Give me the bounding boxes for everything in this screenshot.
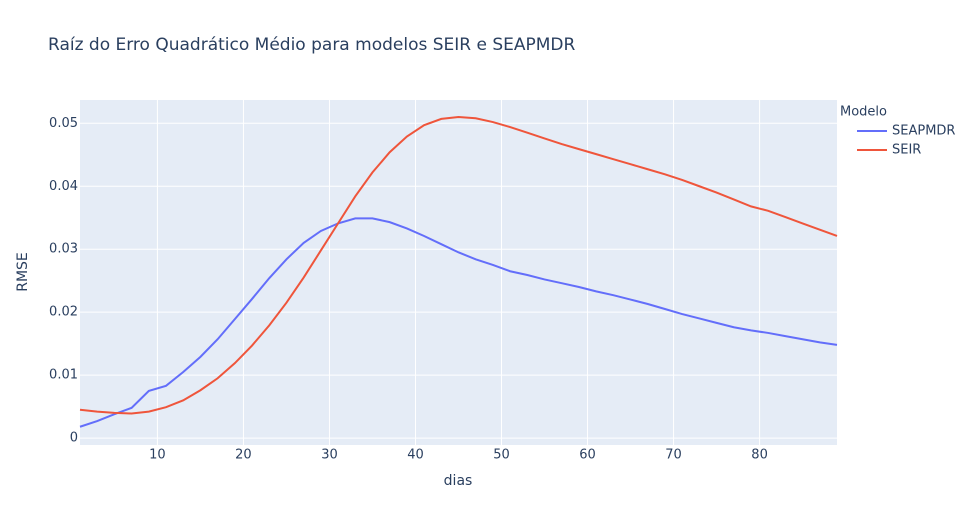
x-tick-label: 30 xyxy=(321,448,338,463)
series-line xyxy=(79,217,838,428)
x-axis-title: dias xyxy=(444,473,473,489)
chart-title: Raíz do Erro Quadrático Médio para model… xyxy=(48,35,576,55)
x-tick-label: 10 xyxy=(149,448,166,463)
series-line xyxy=(79,115,838,415)
legend-label[interactable]: SEIR xyxy=(892,143,921,158)
x-tick-label: 80 xyxy=(751,448,768,463)
y-tick-label: 0.03 xyxy=(49,242,78,257)
x-tick-label: 50 xyxy=(493,448,510,463)
x-tick-label: 20 xyxy=(235,448,252,463)
y-tick-label: 0.04 xyxy=(49,179,78,194)
legend-title: Modelo xyxy=(840,105,887,120)
y-tick-label: 0.05 xyxy=(49,116,78,131)
x-tick-label: 40 xyxy=(407,448,424,463)
y-tick-label: 0.01 xyxy=(49,368,78,383)
legend-label[interactable]: SEAPMDR xyxy=(892,124,955,139)
y-axis-title: RMSE xyxy=(15,252,31,292)
y-tick-label: 0 xyxy=(70,431,78,446)
y-tick-label: 0.02 xyxy=(49,305,78,320)
x-tick-label: 70 xyxy=(665,448,682,463)
plot-area xyxy=(80,100,837,445)
x-tick-label: 60 xyxy=(579,448,596,463)
